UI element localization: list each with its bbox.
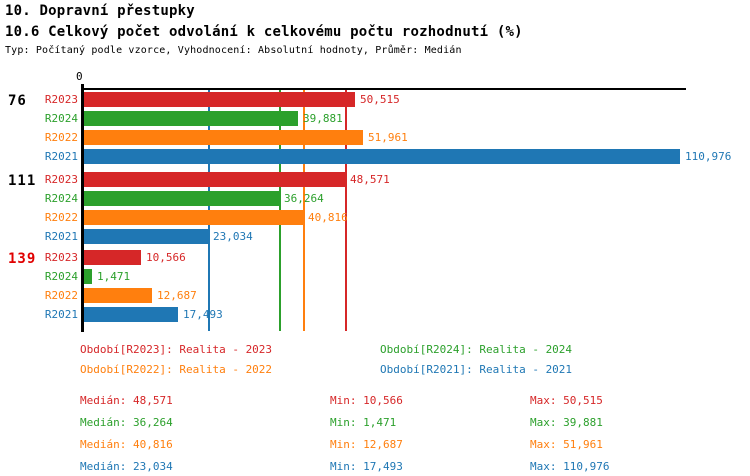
- bar-value-label: 48,571: [350, 173, 390, 186]
- chart-meta-line: Typ: Počítaný podle vzorce, Vyhodnocení:…: [5, 45, 462, 56]
- legend-item-r2024: Období[R2024]: Realita - 2024: [380, 343, 573, 356]
- group-label: 76: [8, 93, 27, 109]
- chart-subtitle: 10.6 Celkový počet odvolání k celkovému …: [5, 24, 523, 40]
- median-line-r2022: [303, 90, 306, 331]
- bar-r2024: [84, 269, 92, 284]
- bar-row-label-r2022: R2022: [44, 289, 78, 302]
- stat-median-r2024: Medián: 36,264: [80, 416, 173, 429]
- stat-median-r2021: Medián: 23,034: [80, 460, 173, 473]
- bar-r2021: [84, 229, 208, 244]
- bar-r2024: [84, 111, 298, 126]
- stat-median-r2023: Medián: 48,571: [80, 394, 173, 407]
- bar-row-label-r2023: R2023: [44, 93, 78, 106]
- legend-item-r2021: Období[R2021]: Realita - 2021: [380, 363, 573, 376]
- bar-value-label: 1,471: [97, 270, 131, 283]
- bar-value-label: 39,881: [303, 112, 343, 125]
- bar-value-label: 12,687: [157, 289, 197, 302]
- bar-row-label-r2022: R2022: [44, 211, 78, 224]
- x-axis-zero-label: 0: [76, 70, 83, 83]
- bar-r2021: [84, 149, 680, 164]
- bar-row-label-r2021: R2021: [44, 230, 78, 243]
- bar-r2023: [84, 172, 345, 187]
- page-title: 10. Dopravní přestupky: [5, 3, 195, 19]
- group-label: 139: [8, 251, 37, 267]
- bar-value-label: 10,566: [146, 251, 186, 264]
- bar-r2022: [84, 210, 303, 225]
- bar-r2024: [84, 191, 279, 206]
- stat-max-r2024: Max: 39,881: [530, 416, 603, 429]
- bar-row-label-r2024: R2024: [44, 270, 78, 283]
- bar-row-label-r2023: R2023: [44, 173, 78, 186]
- bar-r2023: [84, 250, 141, 265]
- bar-row-label-r2021: R2021: [44, 308, 78, 321]
- bar-row-label-r2024: R2024: [44, 112, 78, 125]
- bar-row-label-r2023: R2023: [44, 251, 78, 264]
- bar-value-label: 17,493: [183, 308, 223, 321]
- bar-value-label: 40,816: [308, 211, 348, 224]
- stat-min-r2024: Min: 1,471: [330, 416, 397, 429]
- bar-r2022: [84, 130, 363, 145]
- stat-median-r2022: Medián: 40,816: [80, 438, 173, 451]
- stat-max-r2022: Max: 51,961: [530, 438, 603, 451]
- stat-min-r2023: Min: 10,566: [330, 394, 403, 407]
- bar-r2022: [84, 288, 152, 303]
- y-axis-line: [81, 84, 84, 332]
- bar-value-label: 110,976: [685, 150, 732, 163]
- bar-value-label: 23,034: [213, 230, 253, 243]
- legend-item-r2023: Období[R2023]: Realita - 2023: [80, 343, 273, 356]
- bar-value-label: 51,961: [368, 131, 408, 144]
- bar-row-label-r2022: R2022: [44, 131, 78, 144]
- legend-item-r2022: Období[R2022]: Realita - 2022: [80, 363, 273, 376]
- median-line-r2023: [344, 90, 347, 331]
- bar-row-label-r2021: R2021: [44, 150, 78, 163]
- stat-min-r2022: Min: 12,687: [330, 438, 403, 451]
- bar-row-label-r2024: R2024: [44, 192, 78, 205]
- stat-max-r2021: Max: 110,976: [530, 460, 610, 473]
- group-label: 111: [8, 173, 37, 189]
- bar-value-label: 36,264: [284, 192, 324, 205]
- bar-r2021: [84, 307, 178, 322]
- x-axis-line: [83, 88, 686, 90]
- stat-min-r2021: Min: 17,493: [330, 460, 403, 473]
- bar-value-label: 50,515: [360, 93, 400, 106]
- stat-max-r2023: Max: 50,515: [530, 394, 603, 407]
- bar-r2023: [84, 92, 355, 107]
